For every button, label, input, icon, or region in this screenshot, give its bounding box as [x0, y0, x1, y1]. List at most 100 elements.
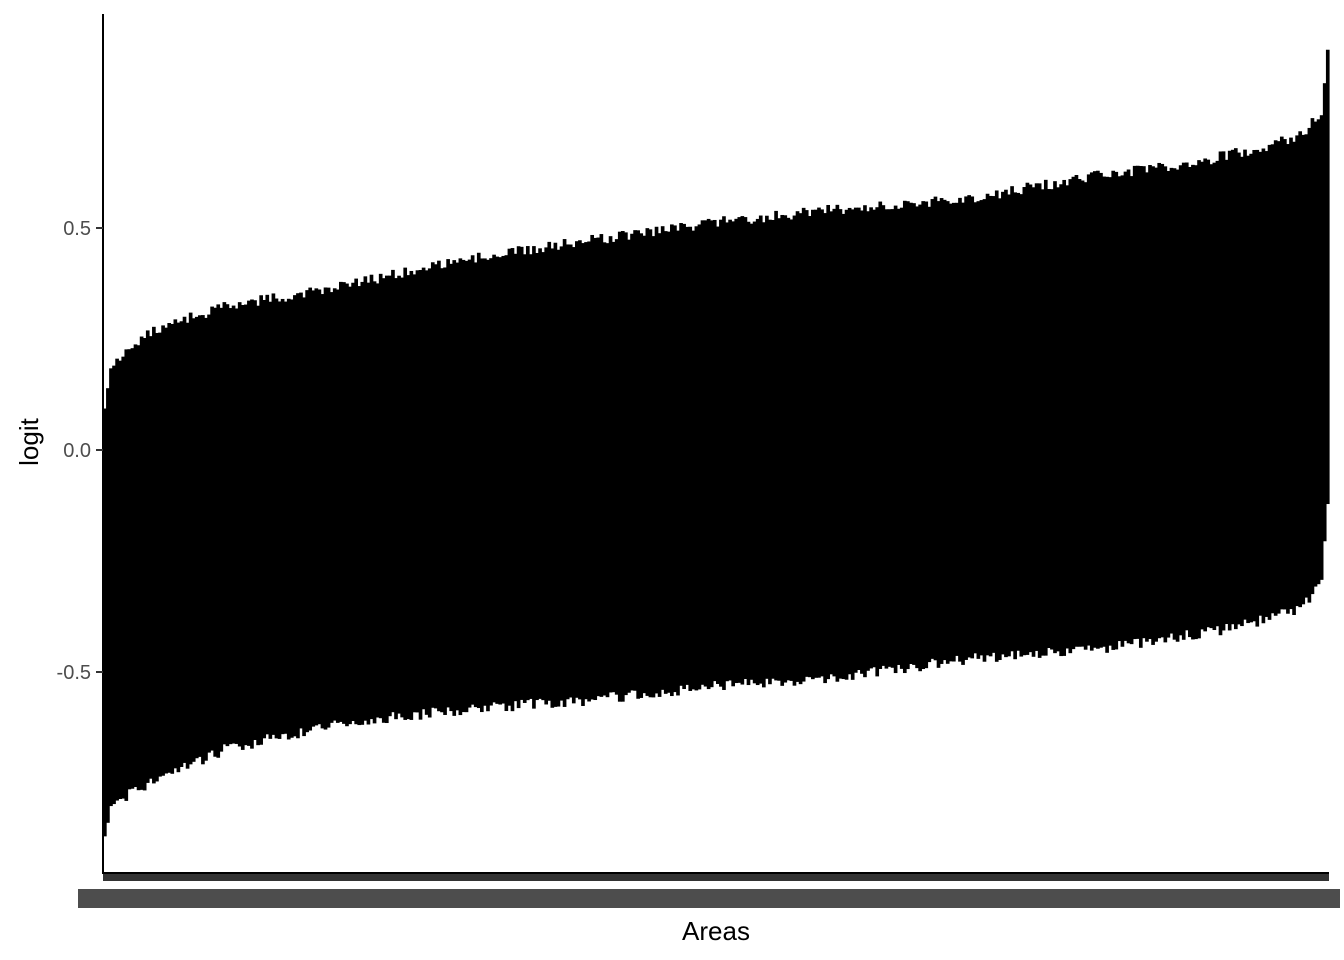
error-bar [896, 208, 901, 665]
error-bar [639, 233, 644, 698]
error-bar [532, 246, 536, 709]
error-bar [737, 217, 742, 683]
error-bar [274, 298, 279, 739]
error-bar [286, 298, 291, 740]
error-bar [611, 241, 616, 693]
error-bar [633, 230, 637, 691]
error-bar [360, 281, 365, 725]
error-bar [1188, 166, 1192, 638]
error-bar [1138, 166, 1143, 648]
error-bar [970, 196, 975, 659]
error-bar [1319, 115, 1324, 580]
error-bar [1105, 176, 1109, 653]
error-bar [1203, 158, 1208, 632]
error-bar [906, 201, 910, 670]
error-bar [565, 244, 570, 700]
error-bar [351, 282, 355, 722]
error-bar [988, 195, 993, 657]
error-bar [121, 356, 126, 799]
error-bar [590, 234, 595, 700]
error-bar [427, 268, 432, 718]
error-bar [556, 249, 561, 707]
error-bar [930, 199, 935, 659]
error-bar [148, 336, 153, 779]
error-bar [136, 345, 141, 791]
error-bar [1025, 182, 1030, 655]
error-bar [1010, 186, 1014, 652]
error-bar [765, 215, 769, 679]
error-bar [1019, 194, 1024, 657]
error-bar [240, 305, 245, 750]
error-bar [587, 241, 591, 702]
axes [78, 14, 1340, 908]
error-bar [1301, 134, 1306, 605]
error-bar [173, 319, 178, 769]
error-bar [829, 211, 834, 675]
error-bar [541, 252, 545, 701]
error-bar [955, 202, 959, 656]
error-bar [771, 219, 775, 679]
error-bar [709, 220, 714, 688]
error-bar [1117, 176, 1122, 642]
error-bar [1304, 134, 1309, 598]
error-bar [1089, 172, 1094, 651]
error-bar [228, 308, 233, 745]
error-bar [492, 254, 496, 703]
error-bar [1154, 167, 1158, 642]
error-bar [473, 262, 478, 708]
error-bar [1246, 155, 1250, 624]
error-bar [434, 264, 438, 709]
error-bar [1056, 187, 1060, 652]
error-bar [464, 260, 469, 713]
error-bar [893, 205, 898, 674]
error-bar [1040, 189, 1045, 656]
error-bar [452, 260, 457, 716]
error-bar [1286, 144, 1290, 614]
error-bar [391, 269, 395, 713]
error-bar [605, 243, 610, 698]
error-bar [967, 195, 971, 658]
error-bar [1080, 180, 1085, 647]
error-bar [1184, 162, 1189, 631]
error-bar [820, 209, 824, 677]
error-bar [145, 330, 150, 783]
error-bar [1132, 165, 1137, 640]
error-bar [670, 224, 674, 697]
error-bar [994, 190, 999, 662]
error-bar [749, 223, 754, 680]
error-bar [663, 231, 668, 694]
error-bar [1252, 149, 1257, 622]
error-bar [265, 294, 270, 735]
error-bar [139, 336, 144, 790]
error-bar [562, 239, 567, 707]
error-bar [593, 237, 598, 701]
error-bar [437, 260, 441, 712]
error-bar [783, 215, 788, 683]
error-bar [725, 222, 729, 682]
error-bar [219, 307, 224, 752]
error-bar [375, 283, 380, 718]
error-bar [1258, 151, 1263, 616]
error-bar [495, 256, 499, 704]
error-bar [961, 202, 965, 665]
error-bar [348, 286, 352, 725]
error-bar [538, 248, 542, 699]
error-bar [1233, 148, 1238, 630]
error-bar [617, 231, 622, 702]
error-bar [997, 198, 1002, 661]
error-bar [529, 254, 533, 699]
error-bar [1325, 49, 1330, 505]
error-bar [109, 368, 113, 807]
error-bar [259, 295, 263, 745]
error-bar [397, 275, 401, 714]
error-bar [112, 365, 116, 805]
error-bar [1175, 169, 1180, 642]
error-bar [685, 226, 690, 685]
error-bar [985, 193, 990, 656]
error-bar [866, 211, 870, 671]
error-bar [167, 323, 172, 773]
error-bar [357, 286, 362, 726]
error-bar [581, 243, 585, 706]
error-bar [1074, 175, 1079, 647]
error-bar [345, 283, 349, 727]
